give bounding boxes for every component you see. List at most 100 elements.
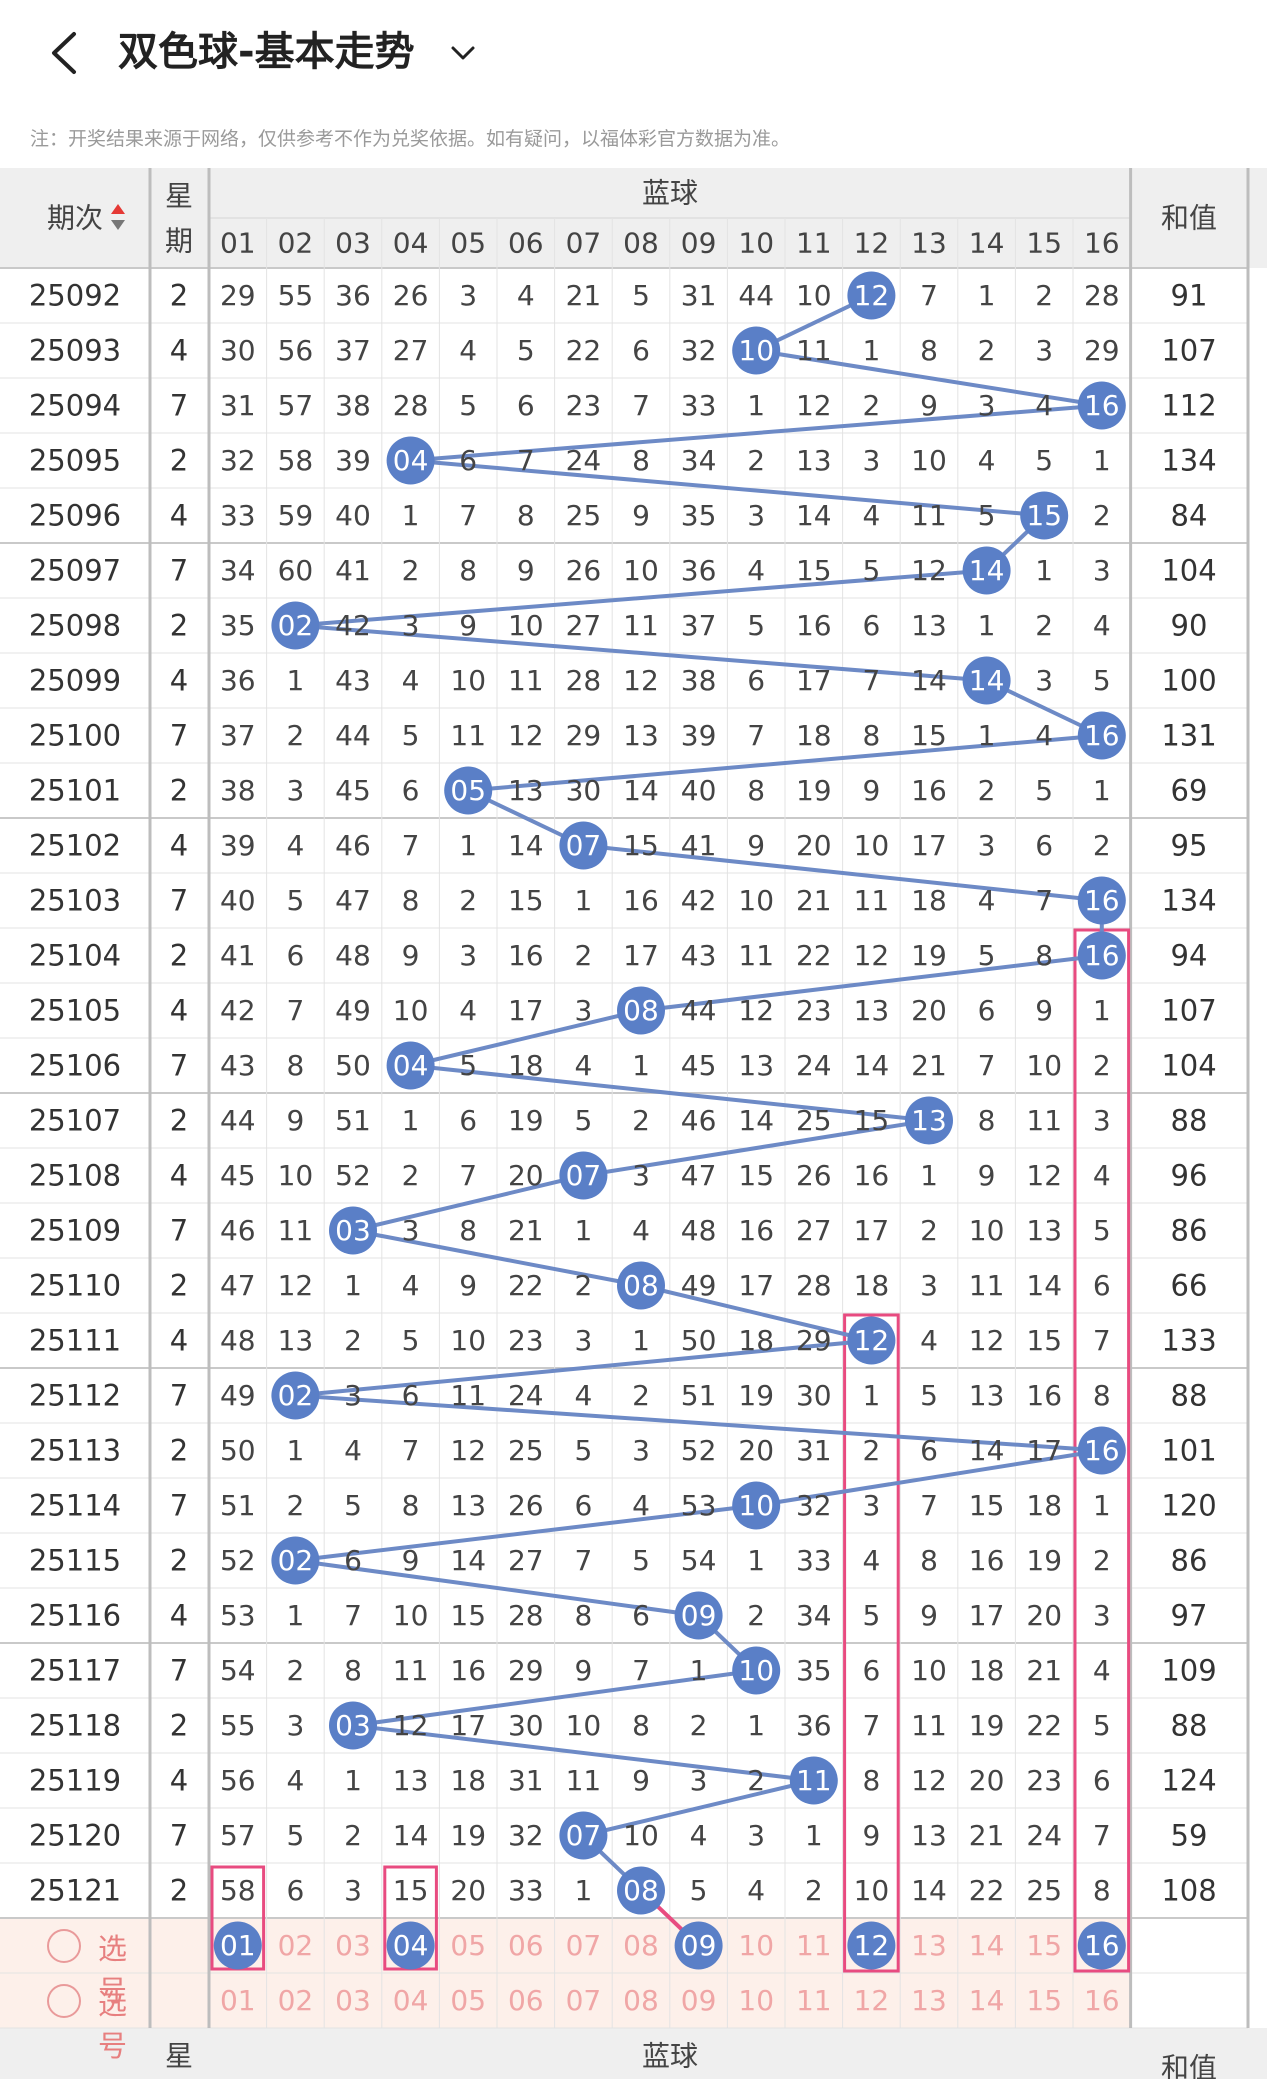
select-label-1[interactable]: 选号 [98, 1931, 128, 2008]
omission-value: 5 [402, 719, 420, 752]
select-row-1-ball[interactable]: 03 [335, 1929, 371, 1962]
header-number-08: 08 [623, 227, 659, 260]
select-row-2-ball[interactable]: 07 [566, 1984, 602, 2017]
omission-value: 7 [747, 719, 765, 752]
omission-value: 19 [911, 939, 947, 972]
select-row-1-ball-selected[interactable] [386, 1921, 435, 1970]
omission-value: 1 [459, 829, 477, 862]
omission-value: 2 [690, 1709, 708, 1742]
omission-value: 1 [344, 1269, 362, 1302]
omission-value: 14 [738, 1104, 774, 1137]
omission-value: 3 [1093, 1104, 1111, 1137]
omission-value: 45 [681, 1049, 717, 1082]
header-blue-ball: 蓝球 [642, 177, 698, 210]
omission-value: 11 [911, 499, 947, 532]
blue-ball-number: 08 [623, 1874, 659, 1907]
sort-desc-icon[interactable] [111, 220, 125, 230]
omission-value: 1 [862, 1379, 880, 1412]
omission-value: 8 [459, 554, 477, 587]
chevron-left-icon[interactable] [44, 28, 88, 78]
blue-ball-number: 14 [969, 554, 1005, 587]
select-row-1-ball[interactable]: 07 [566, 1929, 602, 1962]
select-row-2-ball[interactable]: 12 [854, 1984, 890, 2017]
select-row-1-ball[interactable]: 13 [911, 1929, 947, 1962]
select-row-2-ball[interactable]: 10 [738, 1984, 774, 2017]
omission-value: 11 [450, 719, 486, 752]
omission-value: 19 [1026, 1544, 1062, 1577]
select-row-1-ball[interactable]: 15 [1026, 1929, 1062, 1962]
header-number-14: 14 [969, 227, 1005, 260]
omission-value: 4 [632, 1489, 650, 1522]
omission-value: 28 [1084, 279, 1120, 312]
omission-value: 10 [450, 1324, 486, 1357]
omission-value: 25 [508, 1434, 544, 1467]
app-header: 双色球-基本走势 [0, 0, 1267, 110]
omission-value: 52 [681, 1434, 717, 1467]
select-row-2-ball[interactable]: 16 [1084, 1984, 1120, 2017]
omission-value: 25 [796, 1104, 832, 1137]
select-label-2[interactable]: 选号 [98, 1986, 128, 2063]
select-row-2-ball[interactable]: 04 [393, 1984, 429, 2017]
weekday-25109: 7 [170, 1214, 188, 1248]
weekday-25121: 2 [170, 1874, 188, 1908]
select-row-2-ball[interactable]: 03 [335, 1984, 371, 2017]
omission-value: 8 [862, 1764, 880, 1797]
select-row-2-ball[interactable]: 15 [1026, 1984, 1062, 2017]
omission-value: 9 [632, 499, 650, 532]
select-row-1-ball[interactable]: 10 [738, 1929, 774, 1962]
omission-value: 8 [286, 1049, 304, 1082]
select-row-2-ball[interactable]: 09 [681, 1984, 717, 2017]
select-radio-2[interactable] [47, 1983, 81, 2018]
omission-value: 20 [796, 829, 832, 862]
select-row-1-ball[interactable]: 08 [623, 1929, 659, 1962]
select-row-1-ball[interactable]: 11 [796, 1929, 832, 1962]
omission-value: 2 [862, 1434, 880, 1467]
omission-value: 7 [862, 664, 880, 697]
omission-value: 11 [1026, 1104, 1062, 1137]
omission-value: 6 [1093, 1269, 1111, 1302]
omission-value: 42 [335, 609, 371, 642]
select-row-2-ball[interactable]: 02 [278, 1984, 314, 2017]
select-row-2-ball[interactable]: 14 [969, 1984, 1005, 2017]
omission-value: 42 [220, 994, 256, 1027]
omission-value: 2 [920, 1214, 938, 1247]
omission-value: 23 [1026, 1764, 1062, 1797]
select-radio-1[interactable] [47, 1928, 81, 1963]
select-row-1-ball[interactable]: 06 [508, 1929, 544, 1962]
header-weekday-2: 期 [165, 225, 193, 258]
omission-value: 2 [1093, 499, 1111, 532]
omission-value: 2 [747, 1599, 765, 1632]
omission-value: 14 [969, 1434, 1005, 1467]
select-row-1-ball[interactable]: 05 [450, 1929, 486, 1962]
omission-value: 21 [911, 1049, 947, 1082]
omission-value: 39 [681, 719, 717, 752]
omission-value: 23 [508, 1324, 544, 1357]
blue-ball-hit [962, 546, 1011, 595]
select-row-2-ball[interactable]: 01 [220, 1984, 256, 2017]
chevron-down-icon[interactable] [448, 38, 478, 68]
select-row-2-ball[interactable]: 08 [623, 1984, 659, 2017]
select-row-1-ball[interactable]: 14 [969, 1929, 1005, 1962]
footer-blue-ball: 蓝球 [642, 2040, 698, 2073]
omission-value: 9 [459, 1269, 477, 1302]
omission-value: 8 [920, 334, 938, 367]
blue-ball-number: 04 [393, 1049, 429, 1082]
select-row-1-ball-selected[interactable] [847, 1921, 896, 1970]
select-row-2-ball[interactable]: 11 [796, 1984, 832, 2017]
select-row-1-ball-selected[interactable] [1077, 1921, 1126, 1970]
sum-25120: 59 [1171, 1819, 1208, 1853]
blue-ball-hit [847, 1316, 896, 1365]
period-25119: 25119 [29, 1764, 121, 1798]
select-row-1-ball[interactable]: 02 [278, 1929, 314, 1962]
select-row-2-ball[interactable]: 06 [508, 1984, 544, 2017]
sort-asc-icon[interactable] [111, 204, 125, 214]
select-row-2-ball[interactable]: 13 [911, 1984, 947, 2017]
blue-ball-hit [1077, 711, 1126, 760]
select-row-2-ball[interactable]: 05 [450, 1984, 486, 2017]
omission-value: 10 [1026, 1049, 1062, 1082]
blue-ball-number: 11 [796, 1764, 832, 1797]
select-row-1-ball-selected[interactable] [674, 1921, 723, 1970]
select-row-1-ball-selected[interactable] [213, 1921, 262, 1970]
omission-value: 22 [566, 334, 602, 367]
omission-value: 13 [738, 1049, 774, 1082]
